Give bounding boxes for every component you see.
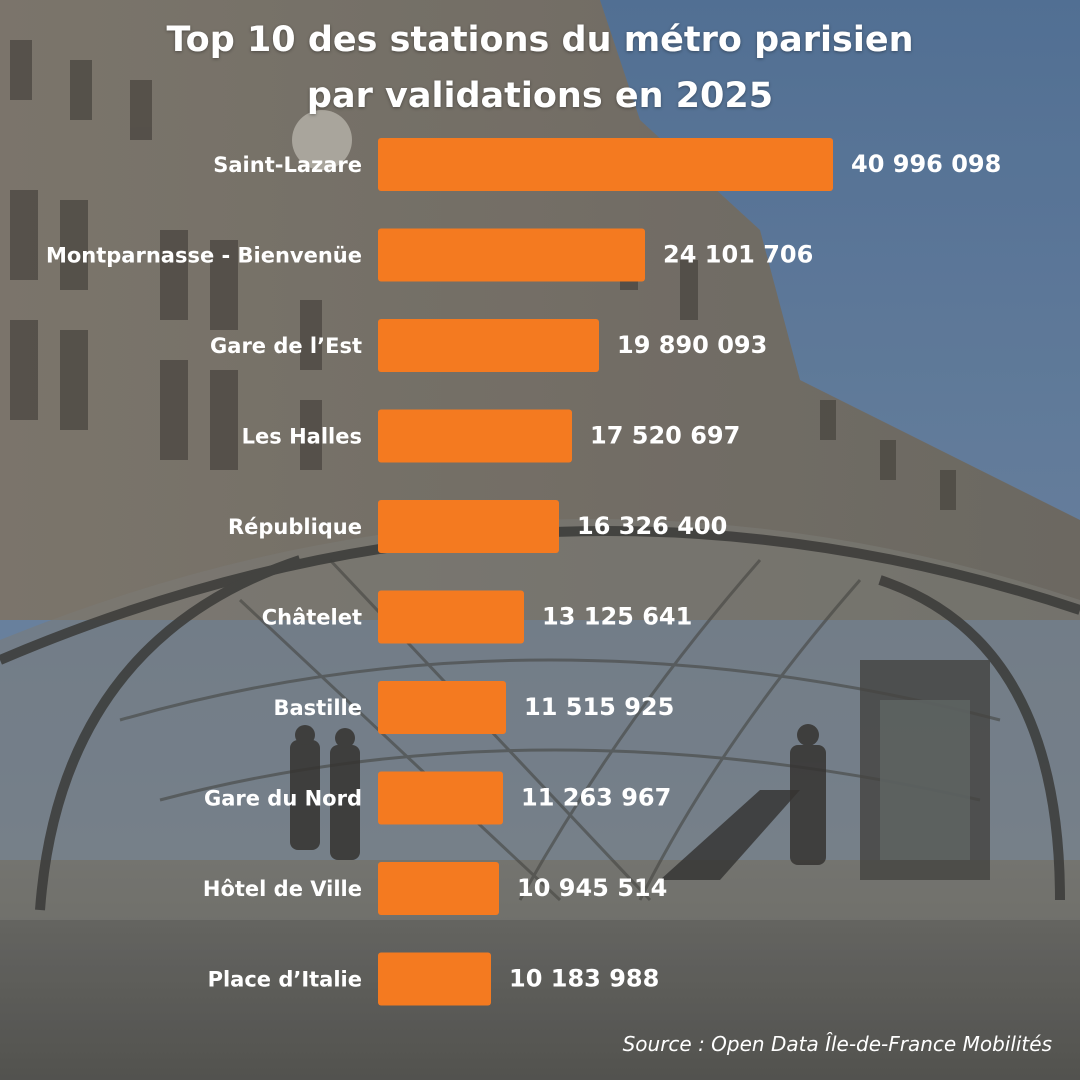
- category-label: Les Halles: [242, 425, 362, 449]
- bar: [378, 319, 599, 372]
- bar: [378, 681, 506, 734]
- bar: [378, 952, 491, 1006]
- category-label: Bastille: [273, 696, 362, 720]
- category-label: Gare de l’Est: [210, 334, 362, 358]
- chart-title: Top 10 des stations du métro parisien pa…: [0, 12, 1080, 124]
- category-label: Gare du Nord: [204, 787, 362, 811]
- bar: [378, 771, 503, 825]
- value-label: 24 101 706: [663, 241, 813, 269]
- bar: [378, 409, 572, 463]
- bar: [378, 138, 833, 191]
- value-label: 17 520 697: [590, 422, 740, 450]
- value-label: 11 263 967: [521, 784, 671, 812]
- category-label: Châtelet: [262, 606, 362, 630]
- category-label: Hôtel de Ville: [203, 877, 362, 901]
- category-label: Montparnasse - Bienvenüe: [46, 244, 362, 268]
- source-note: Source : Open Data Île-de-France Mobilit…: [622, 1032, 1052, 1056]
- value-label: 13 125 641: [542, 603, 692, 631]
- category-label: République: [228, 515, 362, 539]
- value-label: 11 515 925: [524, 693, 674, 721]
- bar: [378, 228, 645, 282]
- value-label: 40 996 098: [851, 150, 1001, 178]
- chart-title-line2: par validations en 2025: [306, 76, 774, 116]
- value-label: 10 945 514: [517, 874, 667, 902]
- bar: [378, 590, 524, 644]
- category-label: Place d’Italie: [208, 968, 362, 992]
- value-label: 19 890 093: [617, 331, 767, 359]
- value-label: 10 183 988: [509, 965, 659, 993]
- value-label: 16 326 400: [577, 512, 727, 540]
- bar: [378, 862, 499, 915]
- bar: [378, 500, 559, 553]
- chart-title-line1: Top 10 des stations du métro parisien: [166, 20, 914, 60]
- category-label: Saint-Lazare: [213, 153, 362, 177]
